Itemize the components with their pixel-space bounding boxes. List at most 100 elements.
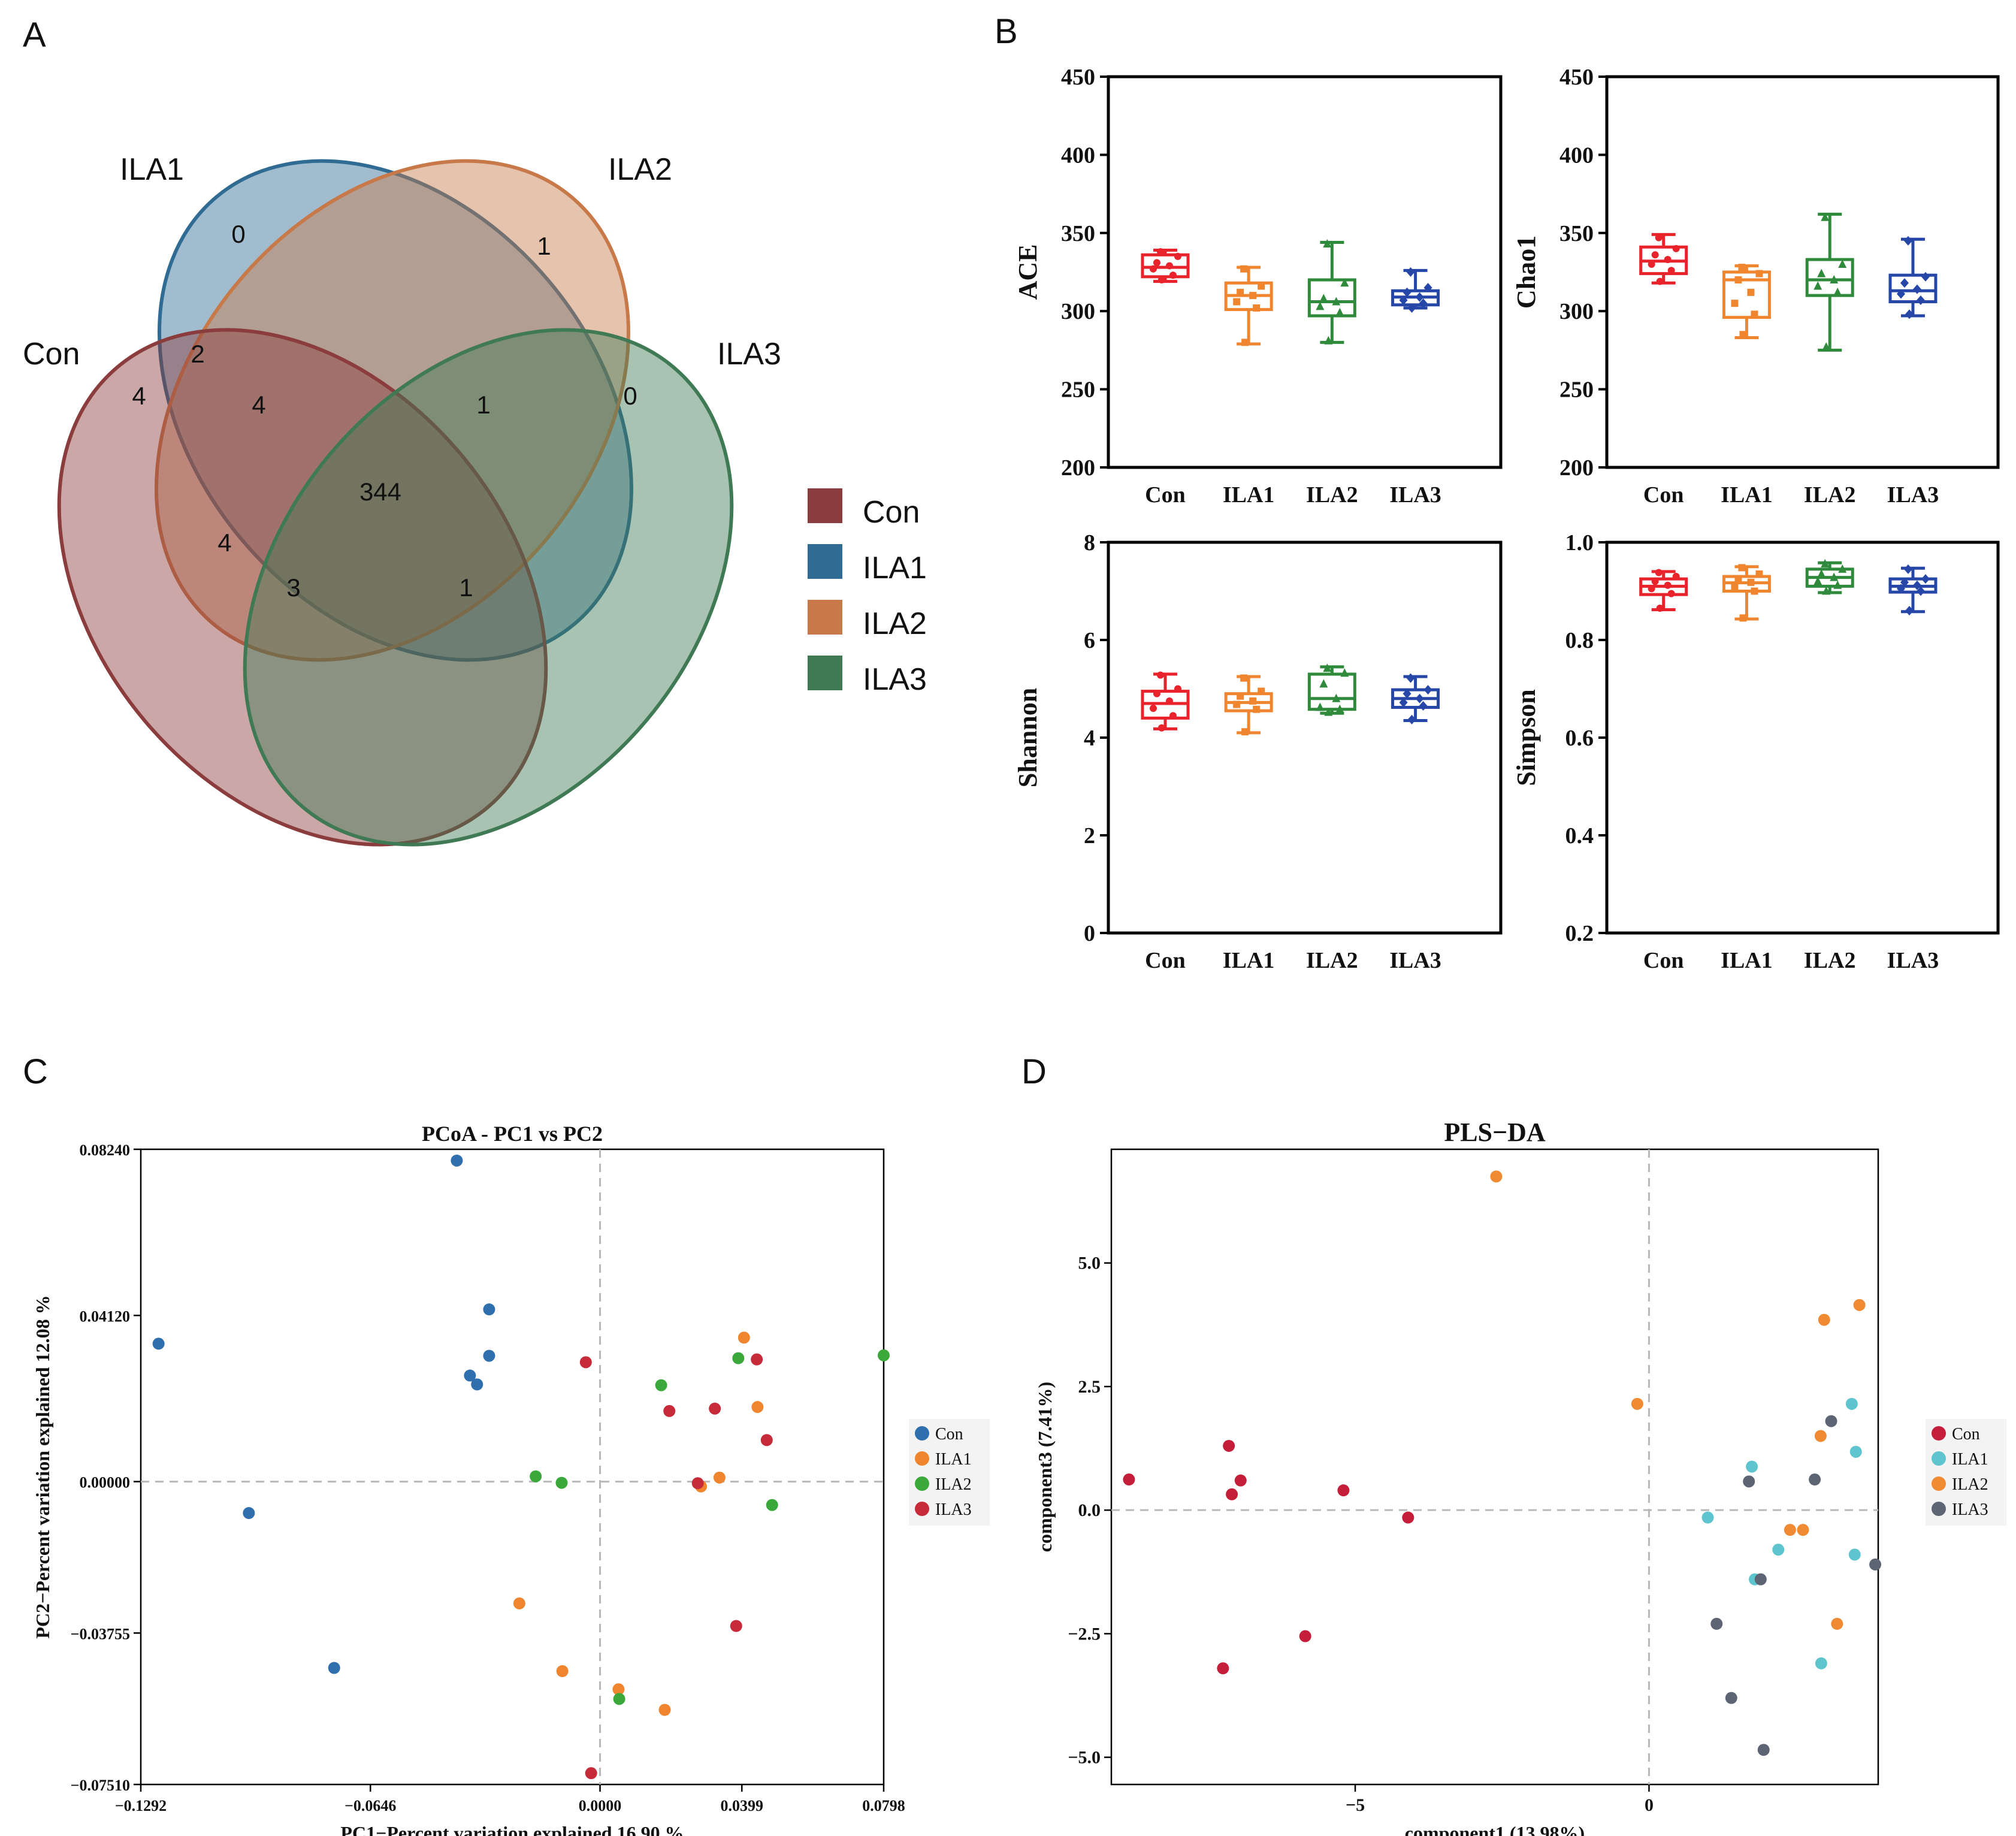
simpson-ytick-label: 0.8 [1565,628,1594,653]
ace-ytick-label: 300 [1061,299,1095,324]
ace-data-point [1319,294,1328,303]
panel-label-c: C [23,1052,48,1091]
simpson-data-point [1734,575,1742,583]
simpson-data-point [1751,587,1758,595]
plsda-legend-label-ila3: ILA3 [1952,1500,1988,1519]
simpson-ytick-label: 0.2 [1565,921,1594,946]
pcoa-point-ila3 [760,1434,773,1447]
plsda-point-con [1226,1488,1238,1500]
ace-data-point [1237,288,1244,296]
pcoa-point-con [483,1349,495,1362]
pcoa-xtick-label: 0.0798 [862,1797,905,1814]
simpson-boxplot: 0.2 0.4 0.6 0.8 1.0 Simpson Con ILA1 ILA2 ILA3 [1512,530,2000,973]
simpson-xtick-label: ILA2 [1804,948,1856,973]
ace-data-point [1335,307,1344,316]
plsda-point-ila2 [1490,1170,1503,1183]
plsda-point-ila3 [1757,1744,1770,1756]
venn-set-label-ila2: ILA2 [608,152,672,187]
simpson-data-point [1896,584,1905,594]
chao1-data-point [1656,277,1664,285]
chao1-data-point [1814,281,1822,290]
pcoa-legend-marker-con [915,1426,929,1441]
chao1-xtick-label: Con [1643,482,1684,508]
pcoa-point-ila2 [732,1352,745,1364]
chao1-data-point [1912,284,1921,294]
venn-legend-label-con: Con [863,495,920,530]
venn-legend-swatch-ila2 [808,600,842,635]
simpson-data-point [1667,590,1675,597]
shannon-data-point [1335,704,1344,713]
pcoa-point-ila1 [751,1401,764,1414]
simpson-data-point [1912,580,1921,590]
simpson-data-point [1916,586,1925,596]
plsda-xlabel: component1 (13.98%) [1405,1822,1585,1836]
pcoa-point-ila1 [556,1665,569,1677]
plsda-point-ila1 [1845,1397,1858,1410]
venn-count-ila1-ila2-ila3: 1 [476,391,490,419]
pcoa-point-ila3 [751,1353,763,1366]
pcoa-point-ila1 [513,1597,525,1609]
simpson-data-point [1739,614,1747,622]
venn-ellipse-ila2 [155,159,630,662]
pcoa-ytick-label: −0.07510 [71,1777,130,1794]
simpson-xtick-label: Con [1643,948,1684,973]
shannon-data-point [1253,705,1261,713]
ace-data-point [1233,298,1241,306]
plsda-point-ila2 [1814,1430,1827,1442]
ace-xtick-label: Con [1145,482,1186,508]
venn-legend-swatch-con [808,488,842,523]
chao1-data-point [1734,276,1742,284]
ace-data-point [1240,265,1248,273]
ace-ytick-label: 400 [1061,143,1095,168]
chao1-data-point [1822,342,1831,351]
simpson-data-point [1838,564,1847,573]
chao1-ytick-label: 200 [1559,455,1594,481]
pcoa-point-con [243,1507,255,1520]
pcoa-point-ila1 [658,1704,671,1716]
pcoa-legend-marker-ila3 [915,1502,929,1516]
chao1-ytick-label: 450 [1559,65,1594,90]
simpson-data-point [1664,581,1672,589]
simpson-data-point [1731,582,1739,590]
chao1-data-point [1664,256,1672,264]
plsda-ytick-label: 5.0 [1078,1254,1101,1273]
pcoa-point-ila1 [738,1331,750,1344]
simpson-ytick-label: 0.6 [1565,726,1594,751]
shannon-xtick-label: ILA1 [1223,948,1275,973]
ace-data-point [1153,259,1160,267]
shannon-data-point [1319,679,1328,688]
ace-data-point [1241,339,1249,346]
shannon-ytick-label: 6 [1084,628,1095,653]
plsda-point-ila1 [1701,1511,1714,1524]
chao1-data-point [1751,310,1758,318]
pcoa-point-con [464,1369,476,1382]
simpson-ytick-label: 1.0 [1565,530,1594,555]
venn-legend-swatch-ila1 [808,544,842,579]
pcoa-xlabel: PC1−Percent variation explained 16.90 % [340,1822,684,1836]
pcoa-point-ila2 [613,1693,625,1705]
chao1-data-point [1905,309,1914,319]
plsda-point-ila1 [1815,1657,1827,1669]
shannon-data-point [1153,690,1160,697]
plsda-point-ila2 [1831,1617,1843,1630]
venn-legend-label-ila1: ILA1 [863,551,927,585]
ace-data-point [1340,278,1349,287]
ace-data-point [1169,271,1177,279]
plsda-ytick-label: 2.5 [1078,1377,1101,1397]
simpson-data-point [1821,558,1830,567]
pcoa-point-ila1 [713,1471,726,1484]
panel-label-a: A [23,16,46,55]
ace-data-point [1406,267,1415,277]
pcoa-xtick-label: −0.0646 [344,1797,396,1814]
chao1-boxplot: 200 250 300 350 400 450 Chao1 Con ILA1 ILA2 ILA3 [1512,65,2000,508]
chao1-plot-frame [1605,75,2000,469]
shannon-xtick-label: ILA3 [1389,948,1441,973]
ace-data-point [1156,248,1164,256]
ace-box [1307,278,1356,318]
venn-legend-label-ila3: ILA3 [863,662,927,697]
plsda-point-con [1217,1662,1229,1675]
shannon-box [1307,672,1356,711]
plsda-ytick-label: −5.0 [1068,1748,1101,1768]
simpson-data-point [1672,573,1680,581]
plsda-point-ila2 [1797,1524,1809,1536]
